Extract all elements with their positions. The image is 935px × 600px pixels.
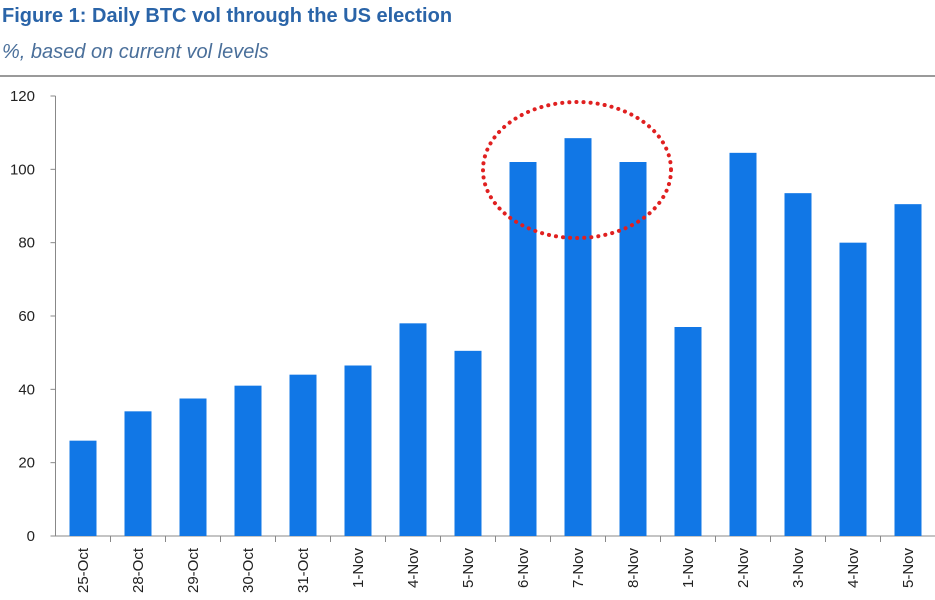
y-tick-label: 60: [18, 308, 35, 325]
x-tick-label: 3-Nov: [790, 548, 807, 589]
bar-31-Oct: [289, 374, 317, 536]
x-tick-label: 31-Oct: [295, 547, 312, 593]
bar-5-Nov: [454, 350, 482, 536]
bar-1-Nov: [344, 365, 372, 536]
x-tick-label: 4-Nov: [405, 548, 422, 589]
bar-7-Nov: [564, 138, 592, 536]
x-tick-label: 7-Nov: [570, 548, 587, 589]
x-tick-label: 1-Nov: [350, 548, 367, 589]
x-tick-label: 5-Nov: [900, 548, 917, 589]
bar-2-Nov: [729, 152, 757, 537]
bar-29-Oct: [179, 398, 207, 536]
x-tick-label: 8-Nov: [625, 548, 642, 589]
x-tick-label: 5-Nov: [460, 548, 477, 589]
bar-4-Nov: [839, 242, 867, 536]
x-tick-label: 2-Nov: [735, 548, 752, 589]
chart-title: Figure 1: Daily BTC vol through the US e…: [2, 5, 453, 27]
title-divider: [0, 75, 935, 77]
y-tick-label: 40: [18, 381, 35, 398]
y-tick-label: 100: [10, 161, 35, 178]
bar-1-Nov: [674, 327, 702, 536]
bar-5-Nov: [894, 204, 922, 536]
x-tick-label: 30-Oct: [240, 547, 257, 593]
bar-3-Nov: [784, 193, 812, 536]
bar-4-Nov: [399, 323, 427, 536]
y-tick-label: 0: [27, 528, 35, 545]
x-tick-label: 25-Oct: [75, 547, 92, 593]
chart-subtitle: %, based on current vol levels: [2, 41, 269, 63]
bar-25-Oct: [69, 440, 97, 536]
bar-30-Oct: [234, 385, 262, 536]
y-tick-label: 80: [18, 235, 35, 252]
bar-28-Oct: [124, 411, 152, 536]
x-tick-label: 1-Nov: [680, 548, 697, 589]
y-tick-label: 120: [10, 88, 35, 105]
bar-6-Nov: [509, 162, 537, 536]
highlight-ellipse: [481, 100, 673, 240]
x-tick-label: 28-Oct: [130, 547, 147, 593]
y-tick-label: 20: [18, 455, 35, 472]
x-tick-label: 6-Nov: [515, 548, 532, 589]
x-tick-label: 4-Nov: [845, 548, 862, 589]
x-tick-label: 29-Oct: [185, 547, 202, 593]
